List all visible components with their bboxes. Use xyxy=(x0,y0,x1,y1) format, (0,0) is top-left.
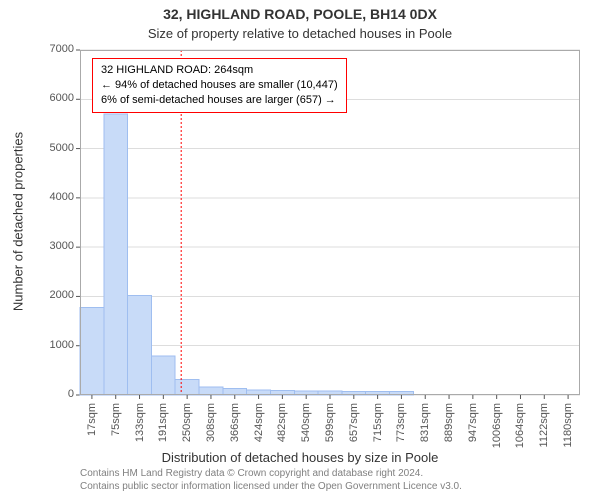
y-tick-label: 1000 xyxy=(30,339,74,351)
annotation-line-1: 32 HIGHLAND ROAD: 264sqm xyxy=(101,63,338,78)
chart-title-sub: Size of property relative to detached ho… xyxy=(0,26,600,41)
y-axis-label: Number of detached properties xyxy=(11,121,26,321)
chart-title-main: 32, HIGHLAND ROAD, POOLE, BH14 0DX xyxy=(0,6,600,22)
annotation-box: 32 HIGHLAND ROAD: 264sqm ← 94% of detach… xyxy=(92,58,347,113)
y-tick-label: 7000 xyxy=(30,43,74,55)
histogram-bar xyxy=(199,387,223,395)
y-tick-label: 0 xyxy=(30,388,74,400)
histogram-bar xyxy=(175,380,199,395)
y-tick-label: 3000 xyxy=(30,240,74,252)
x-axis-label: Distribution of detached houses by size … xyxy=(0,450,600,465)
annotation-line-3: 6% of semi-detached houses are larger (6… xyxy=(101,93,338,108)
copyright-line-1: Contains HM Land Registry data © Crown c… xyxy=(80,467,462,480)
y-tick-label: 2000 xyxy=(30,289,74,301)
chart-container: { "chart": { "type": "histogram", "title… xyxy=(0,0,600,500)
histogram-bar xyxy=(151,356,175,395)
y-tick-label: 5000 xyxy=(30,142,74,154)
copyright-text: Contains HM Land Registry data © Crown c… xyxy=(80,467,462,493)
annotation-line-2: ← 94% of detached houses are smaller (10… xyxy=(101,78,338,93)
y-tick-label: 4000 xyxy=(30,191,74,203)
copyright-line-2: Contains public sector information licen… xyxy=(80,480,462,493)
y-tick-label: 6000 xyxy=(30,92,74,104)
histogram-bar xyxy=(80,307,104,395)
histogram-bar xyxy=(128,295,152,395)
histogram-bar xyxy=(104,114,128,395)
